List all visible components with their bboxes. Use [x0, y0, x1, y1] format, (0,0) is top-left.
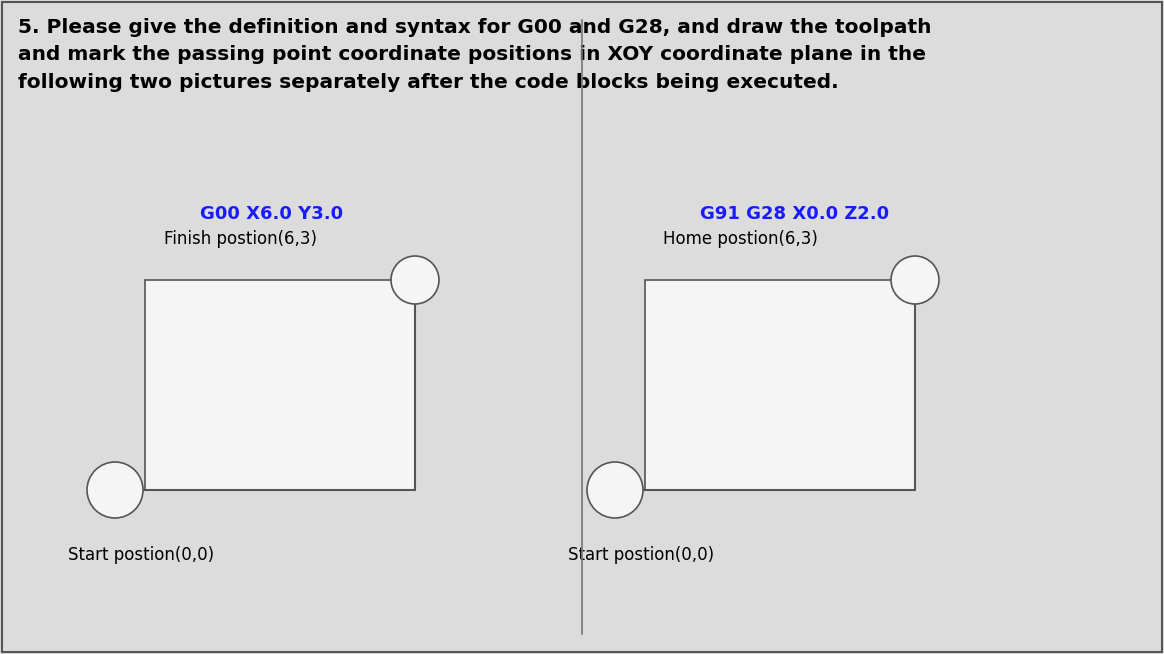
Text: Finish postion(6,3): Finish postion(6,3): [163, 230, 317, 248]
Bar: [645, 280, 915, 490]
Text: Home postion(6,3): Home postion(6,3): [662, 230, 817, 248]
Text: G91 G28 X0.0 Z2.0: G91 G28 X0.0 Z2.0: [700, 205, 889, 223]
Circle shape: [391, 256, 439, 304]
Bar: [146, 280, 416, 490]
Text: 5. Please give the definition and syntax for G00 and G28, and draw the toolpath
: 5. Please give the definition and syntax…: [17, 18, 931, 92]
Text: Start postion(0,0): Start postion(0,0): [68, 546, 214, 564]
Text: G00 X6.0 Y3.0: G00 X6.0 Y3.0: [200, 205, 343, 223]
Circle shape: [87, 462, 143, 518]
Circle shape: [890, 256, 939, 304]
Text: Start postion(0,0): Start postion(0,0): [568, 546, 715, 564]
Circle shape: [587, 462, 643, 518]
